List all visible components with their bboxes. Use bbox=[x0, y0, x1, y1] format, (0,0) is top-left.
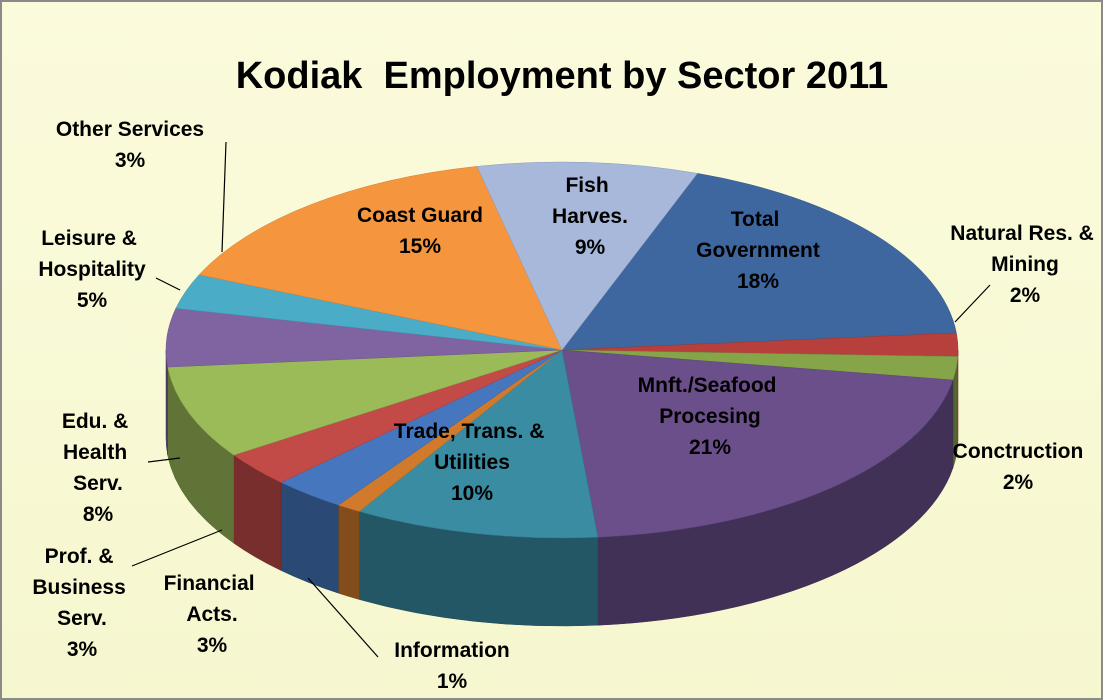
leader-line bbox=[221, 141, 227, 253]
value-label: 18% bbox=[737, 270, 779, 293]
leader-line bbox=[147, 457, 181, 463]
value-label: 21% bbox=[689, 436, 731, 459]
value-label: 8% bbox=[83, 503, 114, 526]
slice bbox=[476, 161, 698, 351]
category-label: Trade, Trans. & Utilities bbox=[394, 420, 550, 474]
leader-line bbox=[131, 529, 223, 567]
slice-side bbox=[338, 504, 360, 600]
category-label: Information bbox=[394, 639, 510, 662]
slice bbox=[561, 173, 957, 351]
category-label: Financial Acts. bbox=[164, 572, 261, 626]
slice bbox=[561, 349, 954, 538]
category-label: Natural Res. & Mining bbox=[950, 222, 1099, 276]
value-label: 15% bbox=[399, 235, 441, 258]
category-label: Prof. & Business Serv. bbox=[32, 545, 131, 630]
category-label: Leisure & Hospitality bbox=[38, 227, 146, 281]
value-label: 1% bbox=[437, 670, 468, 693]
leader-line bbox=[954, 284, 991, 323]
leader-line bbox=[155, 277, 181, 291]
slice bbox=[198, 166, 563, 351]
slice bbox=[358, 349, 599, 539]
category-label: Conctruction bbox=[953, 440, 1084, 463]
slice bbox=[167, 349, 563, 456]
labels: Total Government 18% Natural Res. & Mining… bbox=[32, 118, 1099, 693]
pie-tops bbox=[165, 161, 959, 539]
value-label: 3% bbox=[67, 638, 98, 661]
value-label: 5% bbox=[77, 289, 108, 312]
category-label: Edu. & Health Serv. bbox=[62, 410, 134, 495]
value-label: 10% bbox=[451, 482, 493, 505]
value-label: 3% bbox=[115, 149, 146, 172]
value-label: 2% bbox=[1003, 471, 1034, 494]
category-label: Other Services bbox=[56, 118, 204, 141]
value-label: 3% bbox=[197, 634, 228, 657]
leader-line bbox=[307, 577, 379, 658]
category-label: Mnft./Seafood Procesing bbox=[638, 374, 783, 428]
chart-title: Kodiak Employment by Sector 2011 bbox=[236, 55, 889, 97]
category-label: Fish Harves. bbox=[552, 174, 628, 228]
category-label: Total Government bbox=[696, 208, 820, 262]
value-label: 2% bbox=[1010, 284, 1041, 307]
category-label: Coast Guard bbox=[357, 204, 483, 227]
value-label: 9% bbox=[575, 236, 606, 259]
